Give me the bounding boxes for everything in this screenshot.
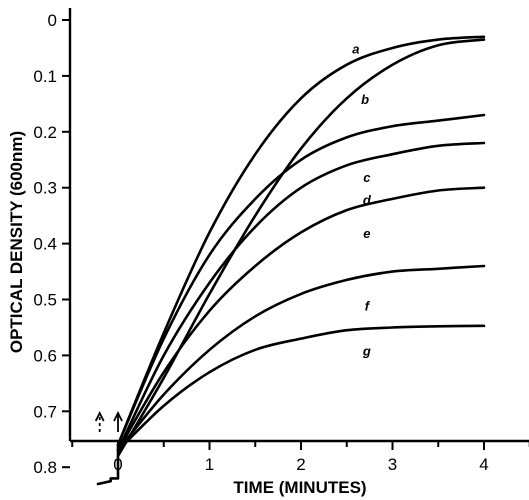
arrow-head (113, 410, 123, 422)
y-tick-label: 0.2 (33, 123, 57, 142)
series-label-c: c (363, 170, 371, 185)
dashed-arrow (94, 410, 105, 432)
series-label-g: g (362, 343, 371, 358)
injection-arrows (94, 410, 123, 432)
y-tick-label: 0.8 (33, 458, 57, 477)
y-tick-label: 0.6 (33, 346, 57, 365)
series-lines (116, 35, 486, 458)
series-line-f (116, 264, 486, 452)
series-line-c (116, 113, 486, 447)
x-tick-label: 2 (296, 455, 305, 474)
series-line-d (116, 141, 486, 452)
series-label-a: a (352, 42, 359, 57)
series-label-b: b (361, 92, 369, 107)
series-label-d: d (363, 192, 372, 207)
series-labels: a b cd e f g (352, 42, 372, 359)
solid-arrow (113, 410, 123, 432)
x-axis-title: TIME (MINUTES) (233, 478, 366, 497)
baseline-line (96, 443, 120, 486)
y-tick-label: 0.4 (33, 235, 57, 254)
y-axis-title: OPTICAL DENSITY (600nm) (7, 131, 26, 353)
series-label-e: e (363, 226, 370, 241)
series-line-b (116, 38, 486, 458)
y-tick-label: 0 (48, 11, 57, 30)
series-line-g (116, 324, 486, 452)
series-line-e (116, 186, 486, 452)
series-label-f: f (365, 299, 371, 314)
y-tick-label: 0.5 (33, 291, 57, 310)
plot-area: 0 1 2 3 4 0 0.1 0.2 0.3 0.4 0.5 0.6 0.7 0.8 a b cd e f g (33, 8, 529, 486)
y-ticks: 0 0.1 0.2 0.3 0.4 0.5 0.6 0.7 0.8 (33, 11, 70, 477)
series-line-a (116, 35, 486, 447)
x-tick-label: 1 (205, 455, 214, 474)
y-tick-label: 0.3 (33, 179, 57, 198)
y-tick-label: 0.1 (33, 67, 57, 86)
baseline-trace (96, 443, 120, 486)
x-tick-label: 4 (479, 455, 488, 474)
x-tick-label: 3 (388, 455, 397, 474)
arrow-head (94, 410, 105, 422)
y-tick-label: 0.7 (33, 402, 57, 421)
